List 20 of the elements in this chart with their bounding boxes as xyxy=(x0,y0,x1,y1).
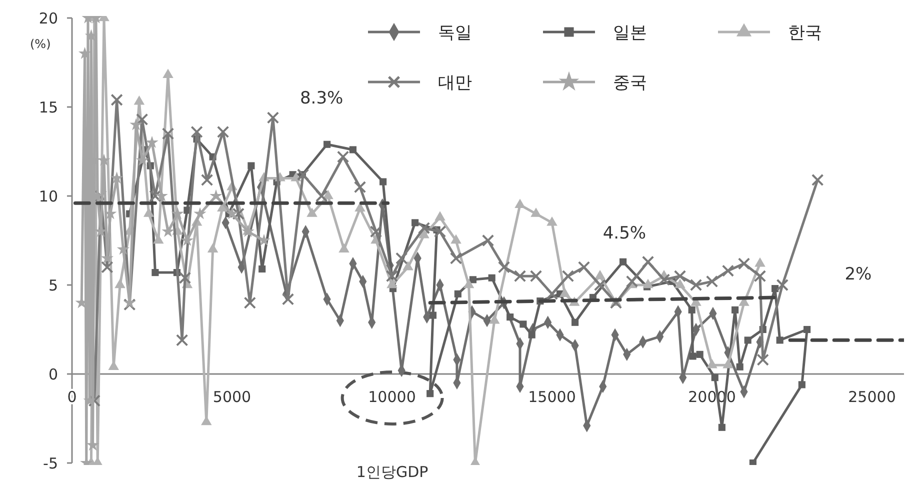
y-tick-label: 0 xyxy=(48,365,58,384)
y-tick-label: 5 xyxy=(48,276,58,294)
x-tick-label: 5000 xyxy=(212,388,252,406)
legend-label: 일본 xyxy=(613,22,647,43)
x-tick-label: 15000 xyxy=(528,388,576,406)
annotation: 8.3% xyxy=(300,88,344,108)
annotation: 4.5% xyxy=(602,224,646,244)
y-tick-label: 10 xyxy=(38,187,58,206)
x-tick-label: 25000 xyxy=(848,388,896,406)
legend-label: 한국 xyxy=(788,22,822,43)
annotation: 2% xyxy=(844,264,872,285)
legend-label: 대만 xyxy=(438,72,472,93)
y-tick-label: 20 xyxy=(38,9,58,28)
x-tick-label: 10000 xyxy=(368,388,416,406)
y-tick-label: -5 xyxy=(43,454,58,472)
y-axis-title: (%) xyxy=(30,37,51,51)
legend-label: 독일 xyxy=(438,22,472,43)
legend-label: 중국 xyxy=(613,72,647,93)
x-axis-title: 1인당GDP xyxy=(356,463,428,481)
y-tick-label: 15 xyxy=(38,98,58,116)
